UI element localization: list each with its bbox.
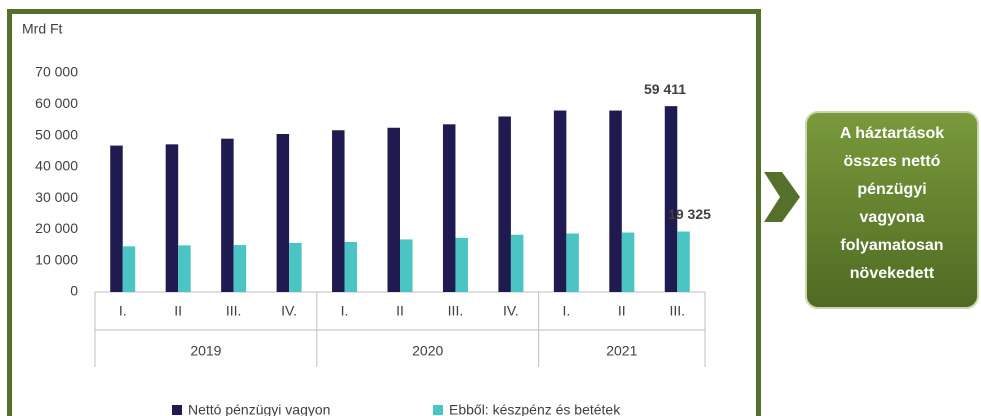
x-tick-label: III. — [226, 303, 242, 319]
bar — [621, 232, 635, 292]
y-tick-label: 40 000 — [35, 158, 78, 174]
bar — [289, 242, 302, 292]
callout-text: összes nettó — [844, 153, 941, 170]
y-tick-label: 20 000 — [35, 220, 78, 236]
y-tick-label: 10 000 — [35, 251, 78, 267]
bar — [110, 145, 123, 292]
group-label: 2021 — [606, 343, 637, 359]
bar — [344, 241, 358, 292]
legend-swatch — [433, 405, 443, 415]
bar — [122, 246, 136, 292]
bar — [566, 233, 579, 292]
unit-label: Mrd Ft — [22, 21, 63, 37]
y-tick-label: 30 000 — [35, 189, 78, 205]
bar — [400, 239, 413, 292]
bar — [387, 127, 400, 292]
callout-text: folyamatosan — [840, 237, 943, 254]
y-tick-label: 0 — [70, 283, 78, 299]
callout-text: A háztartások — [840, 125, 944, 142]
x-tick-label: IV. — [503, 303, 519, 319]
group-label: 2020 — [412, 343, 443, 359]
bar — [221, 138, 234, 292]
y-tick-label: 60 000 — [35, 95, 78, 111]
bar — [233, 245, 247, 292]
bar — [276, 134, 290, 292]
value-label: 19 325 — [668, 206, 711, 222]
group-label: 2019 — [190, 343, 221, 359]
x-tick-label: I. — [562, 303, 570, 319]
legend-label: Ebből: készpénz és betétek — [449, 402, 621, 416]
bar — [332, 130, 345, 292]
callout-box — [805, 111, 979, 309]
x-tick-label: I. — [341, 303, 349, 319]
x-tick-label: III. — [669, 303, 685, 319]
y-tick-label: 70 000 — [35, 64, 78, 80]
bar — [178, 245, 191, 292]
bar — [664, 106, 678, 292]
bar — [677, 231, 690, 292]
legend-label: Nettó pénzügyi vagyon — [188, 402, 330, 416]
x-tick-label: II — [618, 303, 626, 319]
bar — [498, 116, 511, 292]
callout-text: növekedett — [850, 265, 935, 282]
bar — [609, 110, 622, 293]
y-tick-label: 50 000 — [35, 126, 78, 142]
legend-swatch — [172, 405, 182, 415]
callout-text: vagyona — [860, 209, 925, 226]
x-tick-label: I. — [119, 303, 127, 319]
bar — [165, 144, 179, 292]
x-tick-label: IV. — [281, 303, 297, 319]
chart-frame — [7, 9, 761, 416]
x-tick-label: III. — [448, 303, 464, 319]
x-tick-label: II — [174, 303, 182, 319]
x-tick-label: II — [396, 303, 404, 319]
callout-text: pénzügyi — [857, 181, 926, 198]
bar — [442, 124, 456, 293]
arrow — [764, 172, 800, 222]
bar — [510, 234, 524, 292]
bar — [455, 237, 468, 292]
bar — [553, 110, 567, 293]
value-label: 59 411 — [644, 81, 686, 97]
